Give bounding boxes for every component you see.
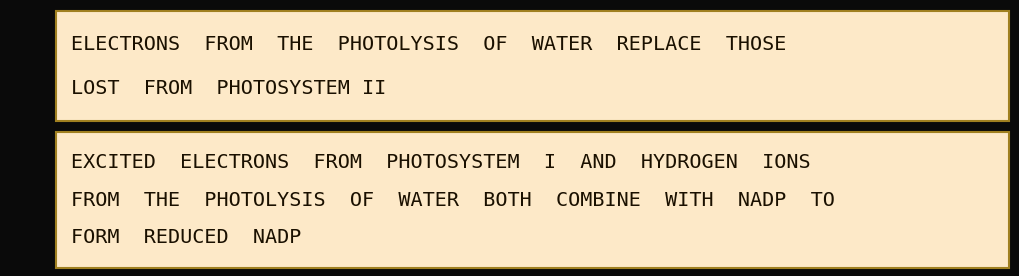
Text: ELECTRONS  FROM  THE  PHOTOLYSIS  OF  WATER  REPLACE  THOSE: ELECTRONS FROM THE PHOTOLYSIS OF WATER R…: [71, 35, 787, 54]
Text: EXCITED  ELECTRONS  FROM  PHOTOSYSTEM  I  AND  HYDROGEN  IONS: EXCITED ELECTRONS FROM PHOTOSYSTEM I AND…: [71, 153, 811, 172]
Text: LOST  FROM  PHOTOSYSTEM II: LOST FROM PHOTOSYSTEM II: [71, 79, 386, 98]
FancyBboxPatch shape: [56, 11, 1009, 121]
Text: FROM  THE  PHOTOLYSIS  OF  WATER  BOTH  COMBINE  WITH  NADP  TO: FROM THE PHOTOLYSIS OF WATER BOTH COMBIN…: [71, 191, 836, 209]
Text: FORM  REDUCED  NADP: FORM REDUCED NADP: [71, 228, 302, 247]
FancyBboxPatch shape: [56, 132, 1009, 268]
